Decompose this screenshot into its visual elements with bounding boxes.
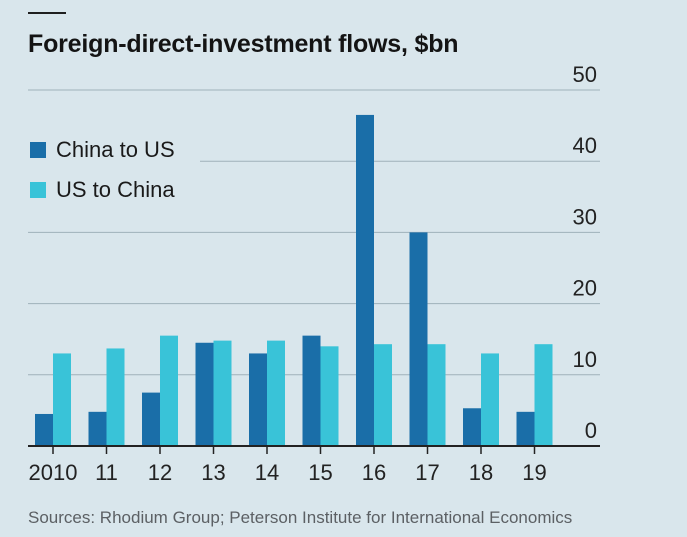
legend-swatch-us-to-china [30,182,46,198]
x-tick-label: 12 [148,460,172,485]
y-tick-label: 30 [573,204,597,229]
bar-china-to-us-16 [356,114,374,447]
bar-us-to-china-13 [213,340,232,446]
x-tick-label: 11 [95,460,118,485]
source-note: Sources: Rhodium Group; Peterson Institu… [28,508,573,527]
x-tick-label: 17 [415,460,439,485]
y-tick-label: 50 [573,62,597,87]
y-tick-label: 0 [585,418,597,443]
x-tick-label: 2010 [29,460,78,485]
bar-china-to-us-11 [88,411,107,446]
legend-item-us-to-china: US to China [30,170,175,210]
chart-title: Foreign-direct-investment flows, $bn [28,30,459,58]
bar-us-to-china-2010 [53,353,71,446]
y-tick-label: 20 [573,276,597,301]
x-tick-label: 14 [255,460,279,485]
x-tick-label: 13 [201,460,225,485]
bar-china-to-us-14 [249,353,267,446]
header-rule [28,12,66,14]
x-tick-label: 19 [522,460,546,485]
y-tick-label: 40 [573,133,597,158]
legend-label-us-to-china: US to China [56,177,175,202]
x-tick-label: 16 [362,460,386,485]
bar-us-to-china-14 [267,340,285,446]
bar-us-to-china-15 [320,346,339,446]
bar-china-to-us-17 [409,232,428,446]
legend-swatch-china-to-us [30,142,46,158]
bar-china-to-us-19 [516,411,535,446]
bar-us-to-china-17 [427,344,446,446]
legend: China to US US to China [30,130,175,210]
bar-china-to-us-15 [302,335,321,446]
bar-china-to-us-12 [142,392,160,446]
bar-us-to-china-12 [160,335,178,446]
legend-item-china-to-us: China to US [30,130,175,170]
bar-chart: 0 10 20 30 40 50 2010 11 12 13 14 15 16 17 18 19 [28,62,600,485]
bar-us-to-china-19 [534,344,553,446]
x-tick-label: 18 [469,460,493,485]
legend-label-china-to-us: China to US [56,137,175,162]
bar-china-to-us-18 [463,408,481,446]
x-tick-label: 15 [308,460,332,485]
bar-china-to-us-13 [195,342,214,446]
bar-us-to-china-16 [374,344,392,446]
bar-us-to-china-18 [481,353,499,446]
y-tick-label: 10 [573,347,597,372]
bar-us-to-china-11 [106,348,125,446]
bar-china-to-us-2010 [35,413,53,446]
